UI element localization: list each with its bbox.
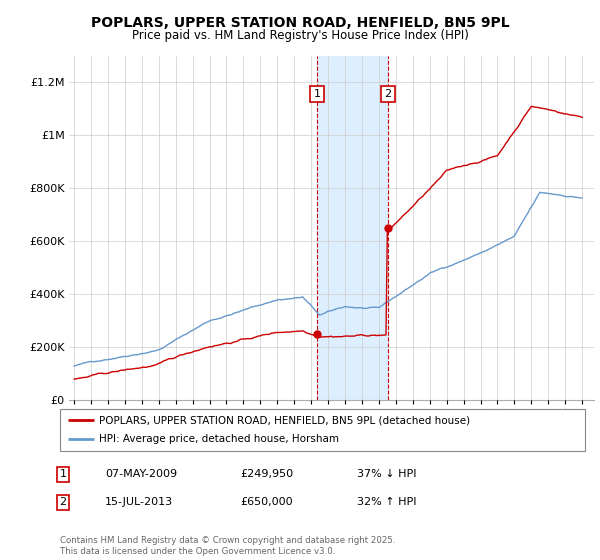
Text: HPI: Average price, detached house, Horsham: HPI: Average price, detached house, Hors… — [100, 435, 340, 445]
Bar — [317, 56, 388, 400]
Text: POPLARS, UPPER STATION ROAD, HENFIELD, BN5 9PL (detached house): POPLARS, UPPER STATION ROAD, HENFIELD, B… — [100, 415, 470, 425]
Text: 1: 1 — [314, 89, 320, 99]
Text: 37% ↓ HPI: 37% ↓ HPI — [357, 469, 416, 479]
Text: £650,000: £650,000 — [240, 497, 293, 507]
Text: 07-MAY-2009: 07-MAY-2009 — [105, 469, 177, 479]
Text: Contains HM Land Registry data © Crown copyright and database right 2025.
This d: Contains HM Land Registry data © Crown c… — [60, 536, 395, 556]
Text: 32% ↑ HPI: 32% ↑ HPI — [357, 497, 416, 507]
Text: Price paid vs. HM Land Registry's House Price Index (HPI): Price paid vs. HM Land Registry's House … — [131, 29, 469, 42]
Text: 2: 2 — [59, 497, 67, 507]
Text: 1: 1 — [59, 469, 67, 479]
Text: £249,950: £249,950 — [240, 469, 293, 479]
Text: 15-JUL-2013: 15-JUL-2013 — [105, 497, 173, 507]
Text: 2: 2 — [385, 89, 392, 99]
Text: POPLARS, UPPER STATION ROAD, HENFIELD, BN5 9PL: POPLARS, UPPER STATION ROAD, HENFIELD, B… — [91, 16, 509, 30]
